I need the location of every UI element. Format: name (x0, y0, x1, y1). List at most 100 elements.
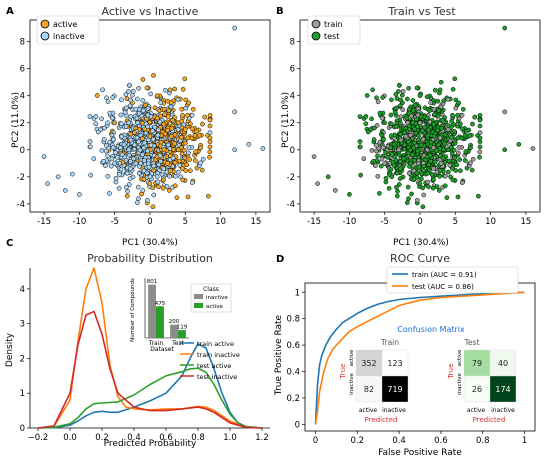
legend-label-test-active: test active (197, 362, 231, 370)
data-point (383, 150, 388, 156)
data-point-inactive (119, 133, 125, 139)
cm-cell-value: 174 (495, 385, 510, 394)
data-point-active (140, 77, 146, 82)
data-point (459, 180, 465, 186)
data-point (156, 184, 161, 190)
data-point (99, 116, 104, 122)
data-point (130, 88, 136, 94)
cm-train-title: Train (380, 338, 399, 347)
data-point (145, 106, 151, 111)
data-point (398, 166, 403, 172)
data-point (207, 154, 212, 160)
data-point (132, 130, 137, 135)
data-point (180, 86, 186, 92)
data-point (477, 117, 483, 123)
cm-cell-value: 82 (364, 385, 374, 394)
data-point (377, 191, 382, 196)
x-tick-label: 0.2 (95, 433, 109, 443)
y-tick-label: -4 (17, 200, 25, 210)
data-point-inactive (260, 146, 266, 151)
data-point-inactive (62, 188, 68, 193)
data-point (364, 93, 370, 98)
data-point-inactive (246, 142, 252, 147)
data-point-test (347, 192, 352, 197)
data-point (440, 117, 446, 123)
inset-bar-active (178, 330, 186, 338)
data-point (434, 184, 440, 189)
density-line-test-inactive (37, 310, 263, 429)
data-point (380, 115, 385, 121)
data-point (357, 139, 363, 144)
data-point (167, 87, 173, 93)
chart-a-title: Active vs Inactive (102, 5, 199, 18)
data-point (144, 85, 150, 91)
panel-d: D ROC Curve 0 0.2 0.4 0.6 0.8 1 0 0.2 0.4 0.6 0.8 1… (274, 252, 536, 458)
y-tick-label: 2 (20, 119, 25, 129)
data-point (141, 176, 147, 182)
data-point (128, 166, 133, 172)
legend-marker-inactive (40, 31, 50, 41)
data-point (87, 114, 93, 119)
data-point (455, 194, 461, 200)
y-tick-label: 8 (20, 38, 25, 48)
data-point (361, 156, 367, 162)
data-point (445, 127, 451, 132)
data-point (146, 164, 152, 170)
data-point (148, 91, 153, 97)
data-point (388, 121, 394, 127)
data-point (105, 153, 110, 159)
data-point (134, 96, 140, 102)
cm-cell (489, 349, 517, 377)
data-point (452, 155, 458, 161)
data-point (159, 171, 165, 177)
data-point (477, 149, 483, 155)
data-point (134, 200, 140, 205)
chart-b-ylabel: PC2 (11.0%) (281, 92, 291, 148)
cm-cell-value: 352 (361, 359, 376, 368)
data-point (371, 137, 377, 142)
y-tick-label: 2 (20, 354, 25, 364)
data-point (142, 126, 148, 132)
data-point (94, 93, 100, 98)
data-point (103, 148, 109, 154)
panel-c: C Probability Distribution −0.2 0.0 0.2 0.4… (5, 238, 270, 449)
data-point (181, 147, 187, 153)
data-point (116, 172, 122, 177)
data-point-inactive (55, 174, 61, 180)
y-tick-label: 0.8 (286, 315, 300, 325)
data-point (397, 103, 403, 109)
data-point-train (396, 147, 402, 153)
data-point (172, 141, 177, 146)
data-point (116, 185, 122, 191)
data-point (166, 188, 172, 193)
chart-b-legend: train test (307, 15, 361, 45)
panel-label-d: D (276, 254, 284, 265)
legend-label-train: train (324, 20, 343, 29)
legend-box (307, 15, 361, 45)
y-tick-label: -2 (287, 173, 295, 183)
data-point (431, 166, 436, 171)
chart-a-xlabel: PC1 (30.4%) (122, 238, 178, 248)
y-tick-label: 0 (290, 146, 295, 156)
data-point-active (168, 100, 174, 105)
chart-d-legend: train (AUC = 0.91) test (AUC = 0.86) (386, 266, 519, 294)
data-point (422, 124, 428, 130)
data-point (442, 160, 448, 166)
data-point-inactive (126, 147, 132, 153)
data-point (114, 154, 120, 160)
data-point (118, 121, 124, 127)
data-point (107, 191, 112, 196)
y-tick-label: 4 (20, 285, 25, 295)
data-point (88, 172, 94, 178)
chart-a-legend: active inactive (36, 15, 100, 45)
x-tick-label: 1 (522, 436, 527, 446)
x-tick-label: -5 (380, 217, 388, 227)
cm-test-row-active: active (457, 349, 463, 366)
data-point (404, 200, 410, 205)
data-point (198, 145, 203, 151)
data-point (420, 185, 426, 191)
data-point (187, 157, 192, 162)
data-point (468, 145, 473, 151)
data-point (374, 143, 379, 148)
y-tick-label: 0 (295, 420, 300, 430)
